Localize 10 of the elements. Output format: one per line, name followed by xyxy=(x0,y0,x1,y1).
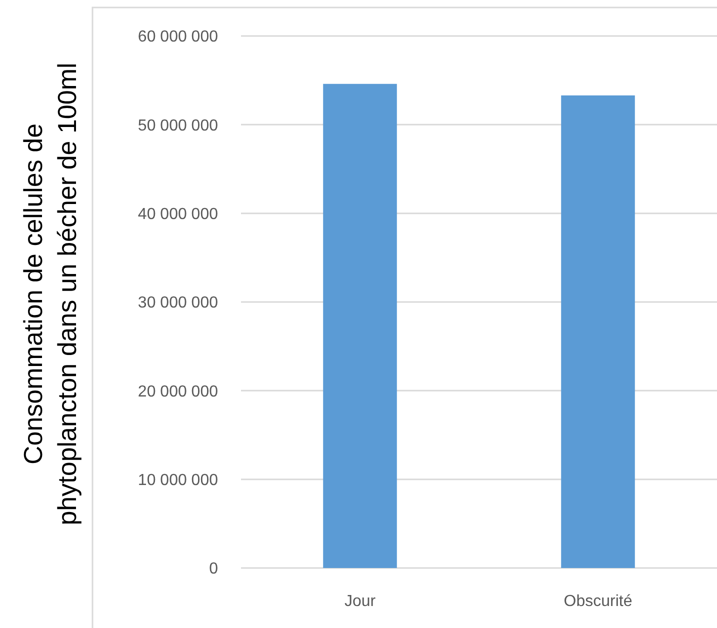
y-tick-label: 40 000 000 xyxy=(138,206,218,223)
x-tick-label: Obscurité xyxy=(564,593,632,610)
y-axis-title: Consommation de cellules de phytoplancton dans un bécher de 100ml xyxy=(18,62,82,526)
x-tick-label: Jour xyxy=(344,593,376,610)
y-tick-label: 50 000 000 xyxy=(138,117,218,134)
y-tick-label: 20 000 000 xyxy=(138,383,218,400)
y-tick-label: 0 xyxy=(209,560,218,578)
y-tick-label: 30 000 000 xyxy=(138,294,218,312)
y-tick-label: 10 000 000 xyxy=(138,472,218,489)
y-tick-label: 60 000 000 xyxy=(138,28,218,46)
